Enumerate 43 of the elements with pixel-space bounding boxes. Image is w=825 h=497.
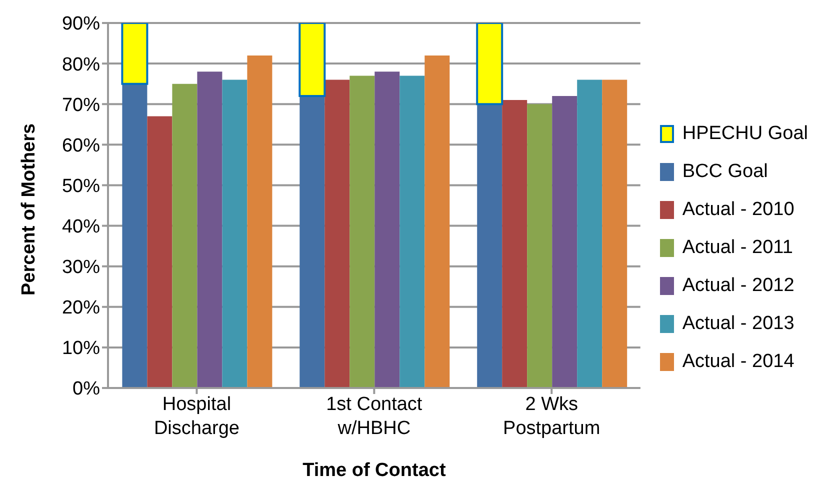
bar	[298, 23, 326, 97]
bar	[222, 80, 248, 388]
legend-label: Actual - 2014	[682, 350, 794, 374]
y-tick-label: 50%	[62, 176, 100, 197]
bar	[502, 100, 528, 388]
x-tick-label: 2 Wks Postpartum	[503, 394, 600, 439]
bar	[374, 72, 400, 388]
bar	[300, 96, 325, 388]
x-tick-label: 1st Contact w/HBHC	[326, 394, 423, 439]
legend-label: Actual - 2011	[682, 236, 793, 260]
legend-label: Actual - 2012	[682, 274, 794, 298]
x-tick-label: Hospital Discharge	[154, 394, 240, 439]
legend-label: Actual - 2010	[682, 198, 794, 222]
legend-label: Actual - 2013	[682, 312, 794, 336]
bar	[247, 55, 272, 388]
bar	[424, 55, 450, 388]
bar	[147, 116, 172, 388]
y-tick-label: 10%	[62, 338, 100, 360]
bar	[172, 84, 198, 388]
y-tick-label: 80%	[62, 54, 100, 76]
y-tick-label: 20%	[62, 298, 100, 319]
bar	[324, 80, 350, 388]
legend-label: HPECHU Goal	[682, 122, 808, 146]
bar	[121, 23, 148, 85]
y-tick-label: 90%	[62, 14, 100, 35]
bar	[476, 23, 504, 106]
bar	[122, 84, 148, 388]
x-axis-title: Time of Contact	[302, 460, 446, 481]
y-tick-label: 30%	[62, 257, 100, 278]
bar	[602, 80, 628, 388]
bar	[400, 76, 425, 388]
bar	[477, 104, 502, 388]
bar	[350, 76, 375, 388]
bar	[197, 72, 222, 388]
y-tick-label: 70%	[62, 94, 100, 116]
y-tick-label: 40%	[62, 216, 100, 238]
y-tick-label: 0%	[72, 378, 100, 400]
legend-label: BCC Goal	[682, 160, 768, 184]
bar	[552, 96, 578, 388]
y-tick-label: 60%	[62, 135, 100, 156]
bar	[577, 80, 602, 388]
bar	[527, 104, 552, 388]
y-axis-title: Percent of Mothers	[18, 123, 40, 296]
